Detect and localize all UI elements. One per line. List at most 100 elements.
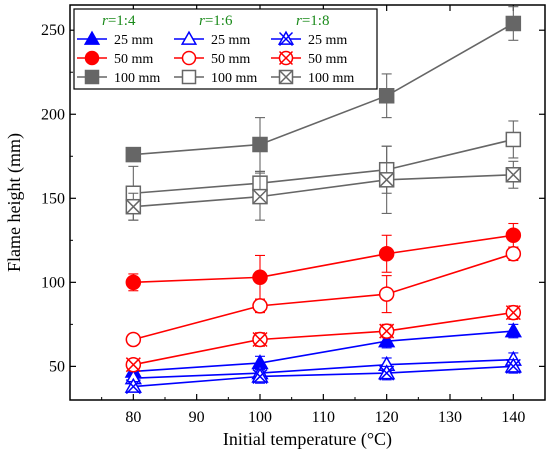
series-line: [133, 22, 514, 156]
data-point: [125, 356, 142, 373]
series-0-50mm: [125, 222, 522, 300]
data-point: [505, 246, 522, 262]
data-point: [378, 286, 395, 302]
series-line: [133, 358, 514, 379]
legend-group-title: r=1:6: [199, 13, 233, 29]
y-tick-label: 100: [41, 274, 65, 291]
legend-marker: [278, 69, 294, 85]
marker-shape: [378, 88, 395, 104]
y-axis-label: Flame height (mm): [4, 133, 25, 272]
data-point: [252, 188, 268, 205]
marker-shape: [180, 30, 198, 45]
data-point: [251, 367, 269, 384]
legend-group-title: r=1:8: [296, 13, 329, 29]
legend-marker: [84, 69, 100, 85]
legend-group-prefix: r: [102, 13, 108, 29]
marker-cross: [252, 368, 268, 384]
series-1-50mm: [125, 246, 522, 348]
marker-shape: [252, 269, 268, 286]
data-point: [378, 332, 396, 348]
marker-shape: [378, 286, 395, 302]
legend-marker: [277, 30, 295, 47]
legend-group-prefix: r: [296, 13, 302, 29]
legend-marker: [181, 69, 197, 85]
data-point: [125, 274, 142, 291]
marker-shape: [84, 50, 100, 66]
x-tick-label: 130: [438, 409, 462, 426]
data-point: [378, 172, 395, 188]
data-point: [124, 377, 142, 395]
data-point: [505, 227, 522, 244]
data-point: [252, 331, 268, 348]
marker-shape: [83, 30, 101, 45]
marker-shape: [181, 50, 197, 66]
marker-cross: [379, 365, 395, 381]
series-0-100mm: [125, 6, 522, 172]
data-point: [505, 304, 522, 321]
legend-label: 50 mm: [114, 52, 153, 67]
marker-cross: [125, 379, 141, 395]
legend-item: 25 mm: [271, 30, 347, 48]
data-point: [505, 167, 522, 183]
marker-cross: [505, 305, 521, 321]
y-tick-label: 150: [41, 190, 65, 207]
legend-item: 100 mm: [271, 69, 354, 86]
marker-shape: [125, 146, 142, 163]
marker-cross: [278, 69, 294, 85]
data-point: [378, 323, 395, 339]
y-tick-label: 50: [49, 358, 65, 375]
marker-cross: [278, 31, 294, 47]
series-line: [133, 253, 514, 341]
x-tick-label: 120: [375, 409, 399, 426]
legend-item: 25 mm: [174, 30, 250, 48]
marker-cross: [125, 357, 141, 373]
legend-marker: [278, 50, 294, 66]
x-axis-label: Initial temperature (°C): [223, 429, 392, 450]
marker-shape: [125, 274, 142, 291]
series-line: [133, 138, 514, 195]
legend-item: 25 mm: [77, 30, 153, 48]
legend-marker: [180, 30, 198, 45]
data-point: [378, 246, 395, 262]
legend-item: 100 mm: [77, 69, 160, 86]
series-line: [133, 234, 514, 284]
marker-shape: [252, 298, 268, 314]
axis-frame: [69, 4, 546, 401]
data-point: [504, 357, 522, 374]
legend-label: 100 mm: [308, 71, 354, 86]
x-tick-label: 80: [125, 409, 141, 426]
legend-item: 50 mm: [271, 50, 347, 67]
marker-cross: [252, 331, 268, 348]
y-tick-label: 200: [41, 106, 65, 123]
marker-shape: [505, 227, 522, 244]
x-tick-label: 100: [248, 409, 272, 426]
legend-marker: [181, 50, 197, 66]
marker-shape: [252, 136, 268, 153]
data-point: [252, 269, 268, 286]
legend-box: [73, 8, 378, 90]
x-tick-label: 110: [312, 409, 335, 426]
legend-group-prefix: r: [199, 13, 205, 29]
data-point: [504, 322, 522, 338]
marker-cross: [505, 358, 521, 374]
legend-group-ratio: =1:4: [108, 13, 136, 29]
y-tick-label: 250: [41, 22, 65, 39]
series-line: [133, 365, 514, 388]
series-2-50mm: [125, 304, 522, 373]
series-2-100mm: [125, 145, 522, 221]
marker-shape: [181, 69, 197, 85]
data-point: [378, 88, 395, 104]
marker-shape: [84, 69, 100, 85]
marker-shape: [505, 15, 522, 32]
data-point: [252, 136, 268, 153]
x-tick-label: 140: [501, 409, 525, 426]
marker-cross: [252, 189, 268, 205]
marker-shape: [505, 246, 522, 262]
legend-group-title: r=1:4: [102, 13, 136, 29]
marker-cross: [379, 172, 395, 188]
marker-shape: [505, 131, 522, 148]
x-tick-label: 90: [189, 409, 205, 426]
data-point: [505, 15, 522, 32]
